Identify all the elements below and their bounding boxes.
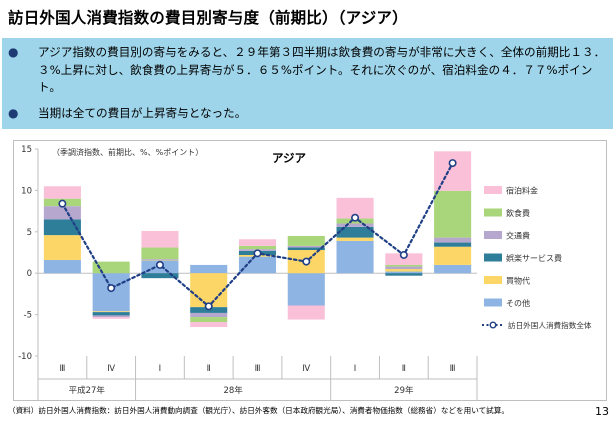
page-title: 訪日外国人消費指数の費目別寄与度（前期比）（アジア） bbox=[8, 9, 408, 27]
bullet-icon: ● bbox=[8, 106, 19, 120]
bar-segment bbox=[190, 264, 228, 274]
bar-segment bbox=[336, 226, 374, 238]
bar-segment bbox=[92, 317, 130, 319]
bar-segment bbox=[141, 230, 179, 248]
bar-segment bbox=[43, 235, 81, 260]
bar-segment bbox=[336, 197, 374, 219]
contribution-chart: -10 -5 0 5 10 15 Ⅲ Ⅳ Ⅰ Ⅱ Ⅲ Ⅳ Ⅰ Ⅱ Ⅲ 平成27年 28年 29年 （季調済指数、前期… bbox=[18, 145, 592, 400]
bar-segment bbox=[287, 245, 325, 248]
total-point bbox=[351, 213, 360, 222]
legend-label: 娯楽サービス費 bbox=[506, 253, 562, 263]
bar-segment bbox=[190, 322, 228, 328]
x-tick-label: Ⅲ bbox=[59, 364, 65, 374]
bar-segment bbox=[92, 311, 130, 313]
bar-segment bbox=[92, 312, 130, 316]
bar-segment bbox=[336, 237, 374, 241]
bar-segment bbox=[336, 223, 374, 227]
bar-segment bbox=[434, 151, 472, 191]
legend-swatch bbox=[484, 208, 502, 217]
y-tick-label: -5 bbox=[24, 311, 32, 321]
y-tick-label: 10 bbox=[21, 186, 32, 196]
bar-segment bbox=[385, 264, 423, 267]
legend-label: 宿泊料金 bbox=[506, 186, 538, 196]
total-point bbox=[155, 260, 164, 269]
bar-segment bbox=[190, 317, 228, 323]
y-tick-label: -10 bbox=[18, 352, 32, 362]
x-tick-label: Ⅲ bbox=[255, 364, 261, 374]
legend-label: 訪日外国人消費指数全体 bbox=[508, 320, 592, 330]
total-point bbox=[58, 199, 67, 208]
year-label: 29年 bbox=[394, 385, 414, 396]
bar-segment bbox=[287, 305, 325, 320]
total-point bbox=[204, 302, 213, 311]
bar-segment bbox=[434, 246, 472, 265]
total-point bbox=[448, 159, 457, 168]
year-label: 平成27年 bbox=[69, 385, 106, 396]
x-tick-label: Ⅳ bbox=[302, 364, 310, 374]
bar-segment bbox=[385, 269, 423, 272]
bar-segment bbox=[190, 273, 228, 308]
bar-segment bbox=[141, 273, 179, 279]
bar-segment bbox=[385, 253, 423, 265]
bar-segment bbox=[141, 259, 179, 261]
legend-swatch bbox=[484, 186, 502, 194]
bar-segment bbox=[287, 235, 325, 246]
x-tick-label: Ⅱ bbox=[207, 364, 211, 374]
legend-swatch bbox=[484, 231, 502, 239]
chart-container: -10 -5 0 5 10 15 Ⅲ Ⅳ Ⅰ Ⅱ Ⅲ Ⅳ Ⅰ Ⅱ Ⅲ 平成27年 28年 29年 （季調済指数、前期… bbox=[13, 140, 607, 401]
y-tick-label: 5 bbox=[27, 228, 32, 238]
total-point bbox=[107, 284, 116, 293]
bar-segment bbox=[434, 190, 472, 238]
bar-segment bbox=[238, 239, 277, 246]
bar-segment bbox=[287, 247, 325, 251]
chart-note: （季調済指数、前期比、%、%ポイント） bbox=[52, 147, 203, 157]
chart-title: アジア bbox=[272, 151, 307, 165]
bullet-icon: ● bbox=[8, 45, 19, 59]
x-tick-label: Ⅰ bbox=[159, 364, 162, 374]
bar-segment bbox=[141, 247, 179, 260]
year-label: 28年 bbox=[223, 385, 243, 396]
bar-segment bbox=[43, 219, 81, 236]
legend-label: 飲食費 bbox=[506, 208, 530, 218]
bar-segment bbox=[434, 264, 472, 274]
bullet-text: アジア指数の費目別の寄与をみると、２９年第３四半期は飲食費の寄与が非常に大きく、… bbox=[38, 45, 606, 94]
bar-segment bbox=[43, 206, 81, 220]
bar-segment bbox=[385, 266, 423, 270]
bullet-text: 当期は全ての費目が上昇寄与となった。 bbox=[38, 106, 247, 120]
bar-segment bbox=[434, 242, 472, 247]
legend-swatch bbox=[484, 276, 502, 284]
summary-box: ● アジア指数の費目別の寄与をみると、２９年第３四半期は飲食費の寄与が非常に大き… bbox=[2, 38, 613, 129]
total-point bbox=[302, 257, 311, 266]
bar-segment bbox=[287, 273, 325, 306]
bar-segment bbox=[92, 315, 130, 318]
x-tick-label: Ⅳ bbox=[107, 364, 115, 374]
x-tick-label: Ⅰ bbox=[354, 364, 357, 374]
y-tick-label: 0 bbox=[27, 269, 32, 279]
bar-segment bbox=[336, 240, 374, 274]
x-tick-label: Ⅲ bbox=[450, 364, 456, 374]
bar-segment bbox=[92, 261, 130, 274]
bar-segment bbox=[385, 273, 423, 276]
bar-segment bbox=[92, 273, 130, 312]
legend-line-marker bbox=[489, 321, 497, 329]
legend-swatch bbox=[484, 253, 502, 262]
total-point bbox=[253, 249, 262, 258]
legend-label: 交通費 bbox=[506, 231, 530, 241]
bar-segment bbox=[190, 312, 228, 318]
bar-segment bbox=[43, 259, 81, 274]
total-point bbox=[399, 250, 408, 259]
page-number: 13 bbox=[595, 405, 609, 418]
legend-swatch bbox=[484, 298, 502, 307]
bar-segment bbox=[434, 237, 472, 243]
bar-segment bbox=[43, 186, 81, 199]
bar-segment bbox=[385, 271, 423, 274]
bar-segment bbox=[238, 256, 277, 274]
legend-label: その他 bbox=[506, 298, 530, 308]
footnote: （資料）訪日外国人消費指数：訪日外国人消費動向調査（観光庁）、訪日外客数（日本政… bbox=[8, 406, 509, 415]
y-tick-label: 15 bbox=[21, 145, 32, 155]
bar-segment bbox=[141, 259, 179, 260]
legend-label: 買物代 bbox=[506, 276, 530, 286]
x-tick-label: Ⅱ bbox=[402, 364, 406, 374]
bar-segment bbox=[238, 245, 277, 250]
